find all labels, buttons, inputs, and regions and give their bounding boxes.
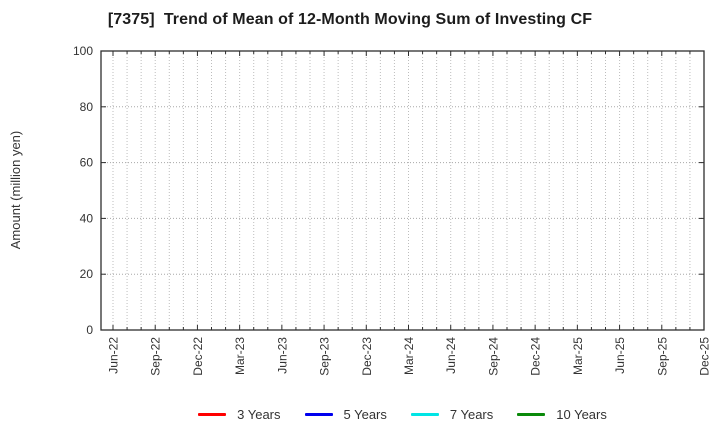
legend-item-5-years: 5 Years bbox=[304, 406, 387, 422]
y-gridlines bbox=[101, 106, 704, 275]
y-tick-label: 0 bbox=[86, 323, 93, 337]
legend-line-swatch-red bbox=[198, 412, 227, 416]
y-tick-label: 60 bbox=[80, 156, 94, 170]
x-tick-label: Dec-22 bbox=[191, 337, 205, 376]
x-gridlines bbox=[112, 51, 705, 330]
x-tick-label: Mar-25 bbox=[571, 337, 585, 375]
legend-line-swatch-green bbox=[517, 412, 546, 416]
x-tick-label: Sep-25 bbox=[655, 337, 669, 376]
plot-frame bbox=[100, 50, 705, 331]
legend-item-10-years: 10 Years bbox=[517, 407, 607, 422]
legend-label: 3 Years bbox=[237, 406, 281, 422]
y-tick-label: 100 bbox=[73, 44, 93, 58]
x-tick-label: Jun-24 bbox=[444, 337, 458, 374]
y-tick-label: 80 bbox=[80, 100, 94, 114]
legend-item-7-years: 7 Years bbox=[410, 406, 494, 422]
x-tick-label: Sep-22 bbox=[149, 337, 163, 376]
legend-item-3-years: 3 Years bbox=[198, 406, 281, 422]
x-tick-label: Sep-24 bbox=[486, 337, 500, 376]
x-tick-labels: Jun-22 Sep-22 Dec-22 Mar-23 Jun-23 Sep-23 Dec-… bbox=[107, 337, 712, 376]
y-tick-label: 20 bbox=[80, 267, 94, 281]
x-tick-label: Mar-24 bbox=[402, 337, 416, 375]
legend-label: 5 Years bbox=[343, 406, 387, 422]
legend: 3 Years 5 Years 7 Years 10 Years bbox=[101, 406, 704, 422]
axis-ticks bbox=[101, 51, 705, 330]
x-tick-label: Jun-22 bbox=[107, 337, 121, 374]
x-tick-label: Dec-23 bbox=[360, 337, 374, 376]
y-tick-labels: 0 20 40 60 80 100 bbox=[73, 44, 93, 337]
legend-line-swatch-cyan bbox=[410, 412, 439, 416]
legend-label: 10 Years bbox=[556, 406, 607, 422]
x-tick-label: Mar-23 bbox=[233, 337, 247, 375]
x-tick-label: Sep-23 bbox=[318, 337, 332, 376]
plot-area: Jun-22 Sep-22 Dec-22 Mar-23 Jun-23 Sep-23 Dec-… bbox=[73, 44, 712, 376]
x-tick-label: Dec-24 bbox=[529, 337, 543, 376]
chart-title: [7375] Trend of Mean of 12-Month Moving … bbox=[107, 11, 593, 28]
x-tick-label: Jun-23 bbox=[275, 337, 289, 374]
legend-label: 7 Years bbox=[449, 406, 494, 422]
x-tick-label: Dec-25 bbox=[698, 337, 712, 376]
x-tick-label: Jun-25 bbox=[613, 337, 627, 374]
legend-line-swatch-blue bbox=[304, 412, 333, 416]
y-tick-label: 40 bbox=[80, 211, 94, 225]
